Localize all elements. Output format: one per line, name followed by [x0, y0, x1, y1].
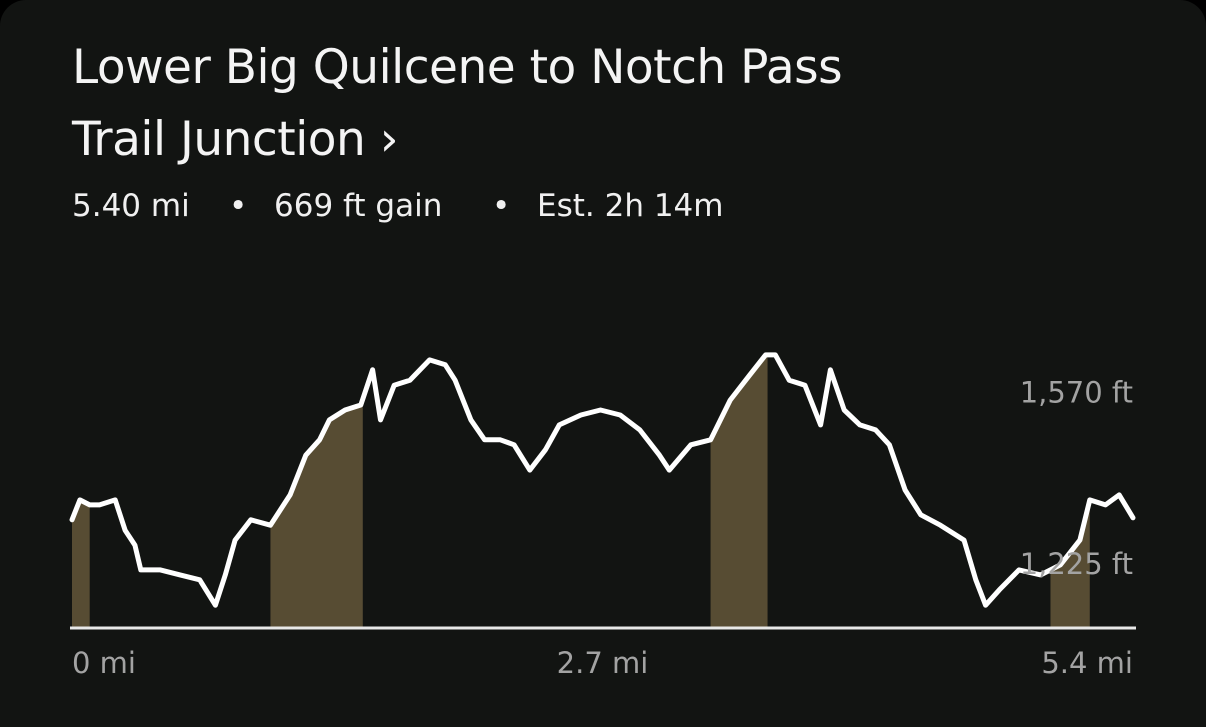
- route-title[interactable]: Lower Big Quilcene to Notch Pass Trail Ju…: [71, 40, 843, 167]
- elevation-line: [69, 352, 1136, 608]
- steep-section: [72, 354, 90, 628]
- bullet: •: [229, 188, 247, 224]
- y-tick-label: 1,570 ft: [1020, 376, 1133, 410]
- steep-section: [270, 354, 363, 628]
- gain: 669 ft gain: [274, 188, 442, 224]
- x-tick-label: 0 mi: [72, 646, 136, 680]
- duration: Est. 2h 14m: [537, 188, 723, 224]
- x-tick-label: 2.7 mi: [557, 646, 649, 680]
- distance: 5.40 mi: [72, 188, 190, 224]
- bullet: •: [492, 188, 510, 224]
- x-tick-label: 5.4 mi: [1041, 646, 1133, 680]
- steep-section: [710, 354, 768, 628]
- plot: 1,225 ft 1,570 ft 0 mi 2.7 mi 5.4 mi: [69, 352, 1136, 680]
- y-tick-label: 1,225 ft: [1020, 547, 1133, 581]
